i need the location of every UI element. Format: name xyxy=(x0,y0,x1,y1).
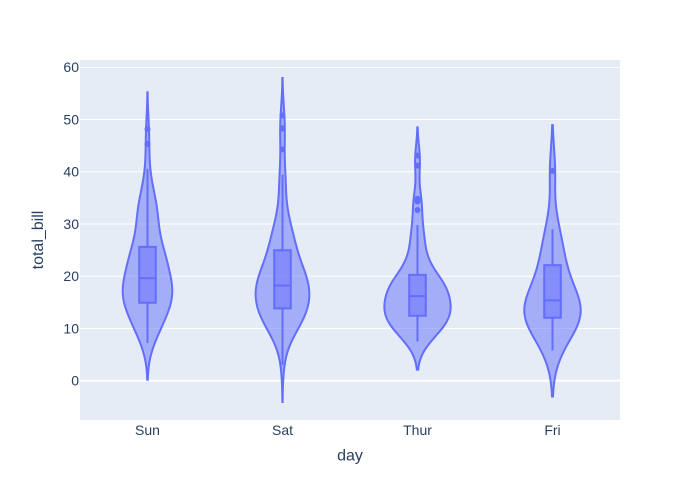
svg-text:Thur: Thur xyxy=(403,422,432,438)
svg-text:day: day xyxy=(337,448,363,465)
svg-text:Fri: Fri xyxy=(544,422,560,438)
svg-text:30: 30 xyxy=(63,216,79,232)
svg-text:20: 20 xyxy=(63,268,79,284)
svg-text:total_bill: total_bill xyxy=(30,211,47,270)
svg-text:60: 60 xyxy=(63,59,79,75)
svg-text:0: 0 xyxy=(71,373,79,389)
svg-text:Sat: Sat xyxy=(272,422,293,438)
svg-text:50: 50 xyxy=(63,111,79,127)
svg-text:40: 40 xyxy=(63,164,79,180)
svg-text:Sun: Sun xyxy=(135,422,160,438)
svg-text:10: 10 xyxy=(63,320,79,336)
